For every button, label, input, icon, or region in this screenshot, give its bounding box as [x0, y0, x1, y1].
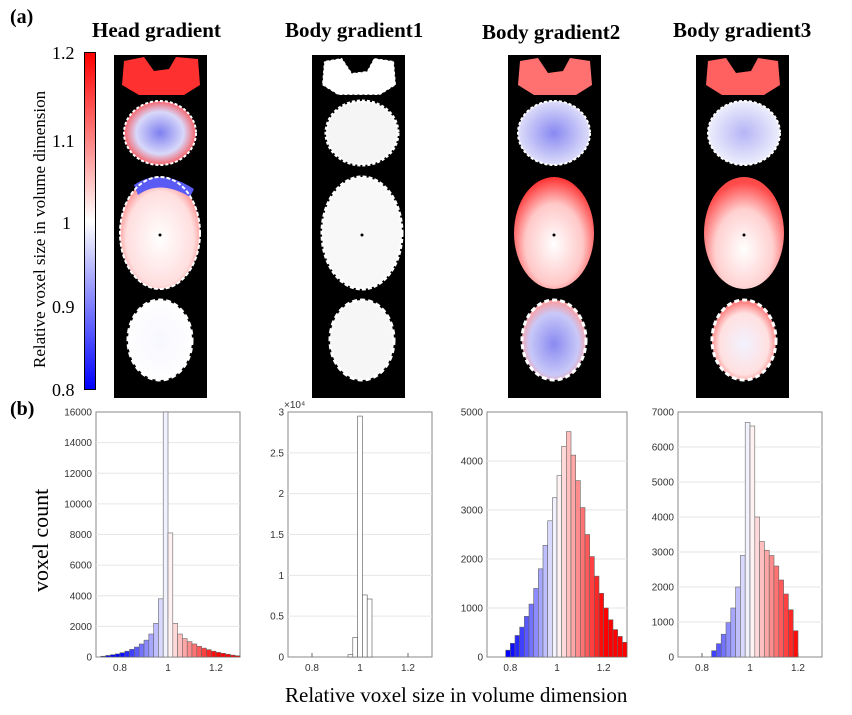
- histogram-bar: [711, 650, 717, 658]
- histogram-bar: [754, 516, 760, 658]
- y-exponent-label: ×10⁴: [284, 400, 305, 411]
- x-tick-label: 1.2: [401, 663, 415, 674]
- histogram-bar: [357, 415, 363, 658]
- y-tick-label: 3000: [652, 548, 675, 559]
- x-tick-label: 1: [747, 663, 753, 674]
- y-tick-label: 0: [86, 653, 92, 664]
- scan-body-gradient3: [696, 55, 789, 398]
- y-tick-label: 16000: [64, 408, 92, 419]
- scan-body-gradient1: [312, 55, 405, 398]
- histogram-bar: [783, 593, 789, 658]
- y-tick-label: 8000: [70, 530, 93, 541]
- x-tick-label: 0.8: [695, 663, 709, 674]
- colorbar-tick-1: 1: [62, 213, 71, 233]
- histogram-bar: [720, 633, 727, 658]
- x-tick-label: 0.8: [113, 663, 127, 674]
- x-tick-label: 1.2: [597, 663, 611, 674]
- colorbar-tick-1.1: 1.1: [52, 131, 75, 151]
- y-tick-label: 3: [278, 408, 284, 419]
- histogram-bar: [716, 643, 722, 658]
- histogram-bar: [740, 555, 746, 658]
- title-body-gradient1: Body gradient1: [285, 18, 424, 42]
- x-tick-label: 1: [554, 663, 560, 674]
- y-tick-label: 4000: [461, 457, 484, 468]
- y-tick-label: 6000: [70, 561, 93, 572]
- histogram-bar: [792, 630, 799, 658]
- histogram-bar: [759, 541, 765, 658]
- histogram-bar: [622, 641, 628, 658]
- x-tick-label: 1: [357, 663, 363, 674]
- x-axis-label: Relative voxel size in volume dimension: [285, 683, 628, 707]
- histogram-bar: [749, 425, 756, 658]
- y-tick-label: 2000: [652, 583, 675, 594]
- colorbar-tick-0.9: 0.9: [52, 297, 75, 317]
- colorbar-tick-0.8: 0.8: [52, 380, 75, 400]
- y-tick-label: 5000: [461, 408, 484, 419]
- y-tick-label: 12000: [64, 469, 92, 480]
- histogram-bar: [234, 655, 241, 658]
- colorbar-tick-1.2: 1.2: [52, 43, 75, 63]
- y-tick-label: 6000: [652, 443, 675, 454]
- y-tick-label: 7000: [652, 408, 675, 419]
- y-tick-label: 4000: [70, 591, 93, 602]
- histogram-bar: [725, 622, 732, 658]
- scan-body-gradient2: [508, 55, 601, 398]
- title-head-gradient: Head gradient: [92, 18, 221, 42]
- histogram-bar: [735, 586, 741, 658]
- y-tick-label: 0: [668, 653, 674, 664]
- panel-a-label: (a): [10, 6, 34, 28]
- y-axis-label: voxel count: [28, 488, 53, 592]
- y-tick-label: 3000: [461, 506, 484, 517]
- y-tick-label: 2000: [70, 622, 93, 633]
- histogram-bar: [366, 598, 373, 658]
- title-body-gradient3: Body gradient3: [673, 18, 812, 42]
- y-tick-label: 5000: [652, 478, 675, 489]
- x-tick-label: 1: [165, 663, 171, 674]
- x-tick-label: 1.2: [209, 663, 223, 674]
- y-tick-label: 1.5: [270, 530, 284, 541]
- y-tick-label: 10000: [64, 499, 92, 510]
- histogram-bar: [730, 607, 736, 658]
- y-tick-label: 1: [278, 571, 284, 582]
- y-tick-label: 1000: [652, 618, 675, 629]
- y-tick-label: 0: [278, 653, 284, 664]
- panel-b-label: (b): [10, 398, 35, 420]
- histogram-bar: [764, 549, 770, 658]
- y-tick-label: 2: [278, 489, 284, 500]
- histogram-bar: [768, 555, 775, 658]
- y-tick-label: 0.5: [270, 612, 284, 623]
- x-tick-label: 1.2: [791, 663, 805, 674]
- x-tick-label: 0.8: [305, 663, 319, 674]
- y-tick-label: 14000: [64, 438, 92, 449]
- histogram-bar: [167, 532, 174, 658]
- histogram-bar: [773, 565, 780, 658]
- y-tick-label: 2.5: [270, 448, 284, 459]
- histogram-bar: [788, 609, 794, 658]
- histogram-bar: [744, 422, 751, 658]
- y-tick-label: 0: [477, 653, 483, 664]
- colorbar: [84, 52, 96, 390]
- histogram-bar: [778, 579, 784, 658]
- title-body-gradient2: Body gradient2: [482, 20, 621, 44]
- y-tick-label: 2000: [461, 555, 484, 566]
- y-tick-label: 4000: [652, 513, 675, 524]
- x-tick-label: 0.8: [503, 663, 517, 674]
- scan-head-gradient: [114, 55, 207, 398]
- y-tick-label: 1000: [461, 604, 484, 615]
